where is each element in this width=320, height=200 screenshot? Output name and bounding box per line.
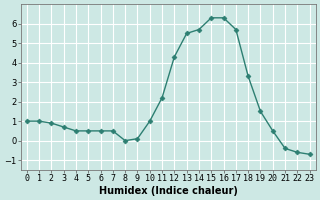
X-axis label: Humidex (Indice chaleur): Humidex (Indice chaleur): [99, 186, 238, 196]
